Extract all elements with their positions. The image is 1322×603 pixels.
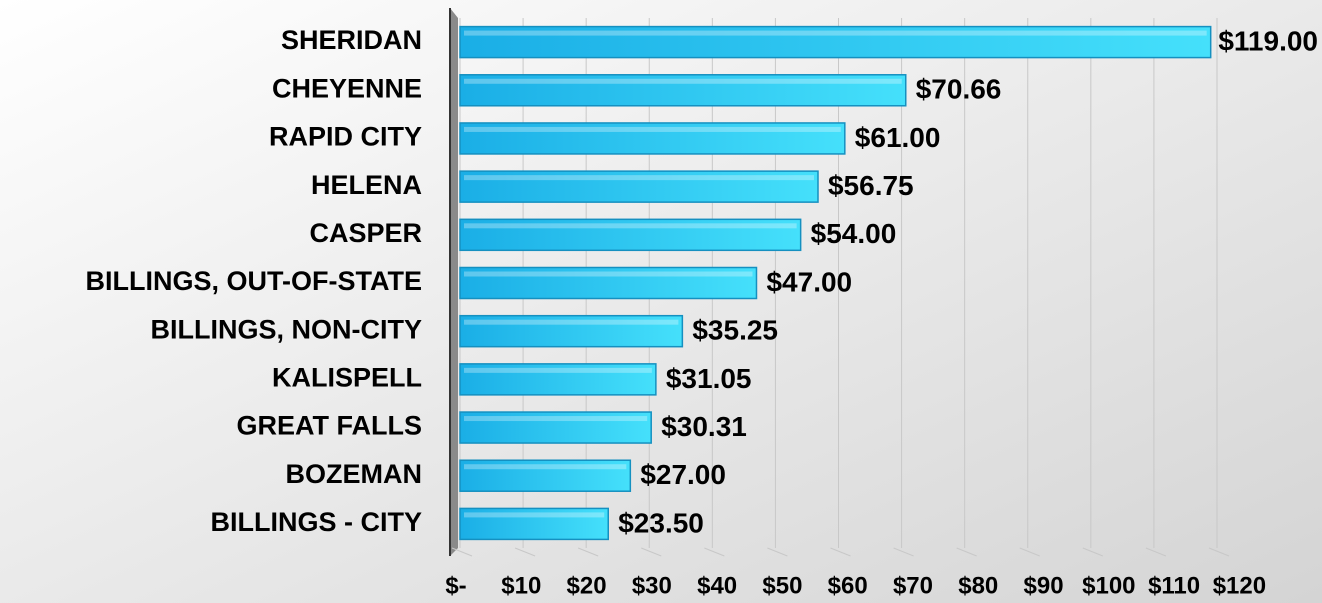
bar-highlight [464, 512, 605, 518]
x-tick-label: $120 [1213, 572, 1266, 599]
value-label: $23.50 [618, 507, 704, 538]
bar-highlight [464, 367, 652, 373]
y-tick-label: BILLINGS, NON-CITY [151, 314, 423, 344]
value-label: $47.00 [766, 266, 852, 297]
floor-line [1019, 547, 1040, 557]
y-tick-label: BILLINGS, OUT-OF-STATE [86, 266, 422, 296]
value-label: $56.75 [828, 170, 914, 201]
bar [459, 459, 632, 492]
x-tick-label: $20 [567, 572, 607, 599]
y-tick-label: HELENA [311, 170, 422, 200]
bar-highlight [464, 126, 841, 132]
value-label: $35.25 [692, 315, 778, 346]
value-label: $31.05 [666, 363, 752, 394]
bar-highlight [464, 30, 1207, 36]
x-tick-label: $110 [1148, 572, 1200, 599]
y-tick-label: CHEYENNE [272, 73, 422, 103]
value-label: $61.00 [855, 122, 941, 153]
x-tick-label: $70 [893, 572, 933, 599]
floor-line [577, 547, 599, 557]
y-tick-label: BILLINGS - CITY [211, 507, 423, 537]
bar-highlight [464, 271, 753, 277]
floor-line [1082, 547, 1104, 557]
x-tick-label: $30 [632, 572, 672, 599]
bar-highlight [464, 464, 627, 470]
x-tick-label: $50 [762, 572, 802, 599]
y-tick-label: RAPID CITY [269, 122, 422, 152]
x-tick-label: $- [445, 572, 466, 599]
x-tick-label: $80 [958, 572, 998, 599]
bar-highlight [464, 319, 679, 325]
bar [459, 218, 802, 252]
bar [459, 314, 684, 348]
bar [459, 122, 846, 155]
x-tick-label: $90 [1024, 572, 1064, 599]
floor-line [1208, 547, 1230, 557]
y-tick-label: GREAT FALLS [237, 411, 423, 441]
floor-line [641, 547, 662, 557]
bar-highlight [464, 175, 814, 181]
y-tick-label: KALISPELL [272, 362, 422, 392]
floor-line [956, 547, 977, 557]
bar [459, 170, 819, 203]
bar [459, 363, 657, 396]
y-tick-label: SHERIDAN [281, 25, 422, 55]
floor-line [451, 547, 473, 557]
bar-highlight [464, 416, 648, 422]
x-tick-label: $10 [501, 572, 541, 599]
y-tick-label: BOZEMAN [286, 459, 423, 489]
bar-highlight [464, 78, 902, 84]
floor-line [704, 547, 725, 557]
floor-line [893, 547, 914, 557]
x-tick-label: $60 [828, 572, 868, 599]
bar [459, 507, 609, 541]
value-label: $70.66 [916, 74, 1002, 105]
floor-line [1145, 547, 1167, 557]
value-label: $54.00 [811, 218, 897, 249]
floor-line [767, 547, 788, 557]
y-tick-label: CASPER [309, 218, 422, 248]
value-label: $30.31 [661, 411, 747, 442]
bar [459, 411, 652, 444]
floor-line [514, 547, 536, 557]
side-wall [450, 8, 458, 556]
bar [459, 74, 907, 107]
bar [459, 25, 1212, 59]
value-label: $27.00 [640, 459, 726, 490]
value-label: $119.00 [1218, 25, 1318, 56]
x-tick-label: $100 [1082, 572, 1135, 599]
bar-highlight [464, 223, 797, 229]
floor-line [830, 547, 851, 557]
x-tick-label: $40 [697, 572, 737, 599]
bar [459, 266, 758, 300]
